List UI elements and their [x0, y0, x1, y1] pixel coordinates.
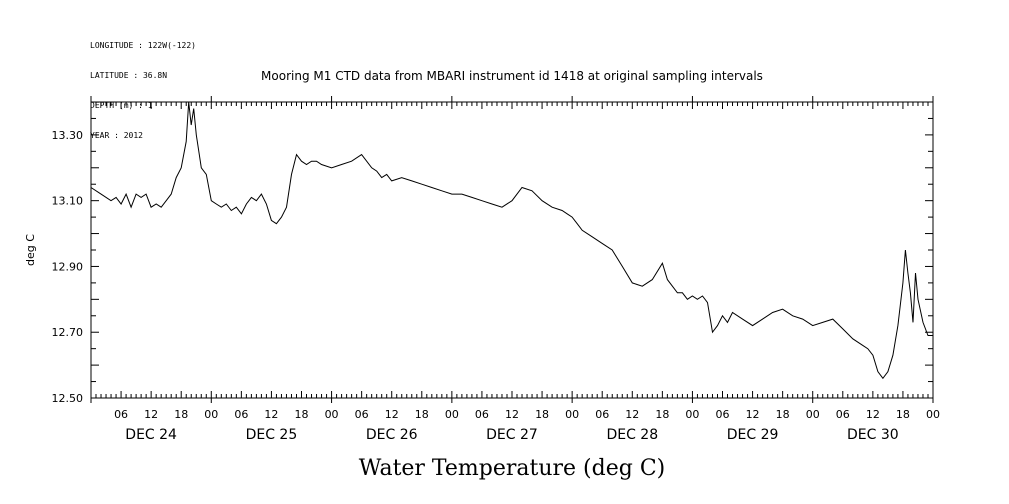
day-label: DEC 28	[606, 427, 658, 443]
x-tick-label: 18	[776, 408, 790, 421]
day-labels: DEC 24 DEC 25 DEC 26 DEC 27 DEC 28 DEC 29 DEC …	[125, 427, 898, 443]
x-tick-label: 12	[385, 408, 399, 421]
x-tick-label: 06	[234, 408, 248, 421]
longitude-label: LONGITUDE : 122W(-122)	[90, 41, 196, 50]
year-label: YEAR : 2012	[90, 131, 143, 140]
y-tick-label: 12.90	[52, 260, 84, 273]
x-tick-label: 12	[505, 408, 519, 421]
x-tick-label: 00	[685, 408, 699, 421]
y-axis: 13.30 13.10 12.90 12.70 12.50	[52, 101, 933, 405]
x-tick-label: 12	[144, 408, 158, 421]
x-tick-label: 18	[535, 408, 549, 421]
x-tick-label: 12	[625, 408, 639, 421]
x-tick-label: 18	[896, 408, 910, 421]
x-tick-label: 06	[595, 408, 609, 421]
x-tick-label: 00	[926, 408, 940, 421]
x-tick-label: 06	[114, 408, 128, 421]
x-tick-label: 18	[655, 408, 669, 421]
x-tick-label: 00	[325, 408, 339, 421]
y-tick-label: 13.10	[52, 195, 84, 208]
y-tick-label: 12.50	[52, 392, 84, 405]
x-tick-label: 06	[836, 408, 850, 421]
x-tick-label: 00	[565, 408, 579, 421]
latitude-label: LATITUDE : 36.8N	[90, 71, 168, 80]
x-tick-label: 12	[866, 408, 880, 421]
day-label: DEC 26	[366, 427, 418, 443]
y-tick-label: 12.70	[52, 326, 84, 339]
day-label: DEC 29	[727, 427, 779, 443]
x-tick-label: 00	[204, 408, 218, 421]
x-tick-label: 00	[806, 408, 820, 421]
series-line-water-temperature	[90, 101, 933, 380]
day-label: DEC 24	[125, 427, 177, 443]
day-label: DEC 25	[246, 427, 298, 443]
x-tick-label: 12	[746, 408, 760, 421]
x-tick-label: 00	[445, 408, 459, 421]
x-axis-label: Water Temperature (deg C)	[359, 456, 666, 481]
x-tick-label: 18	[415, 408, 429, 421]
chart-title: Mooring M1 CTD data from MBARI instrumen…	[261, 69, 763, 83]
x-tick-label: 18	[295, 408, 309, 421]
x-tick-label: 12	[264, 408, 278, 421]
x-tick-label: 06	[475, 408, 489, 421]
x-tick-label: 06	[355, 408, 369, 421]
day-label: DEC 30	[847, 427, 899, 443]
x-tick-label: 06	[716, 408, 730, 421]
x-tick-label: 18	[174, 408, 188, 421]
y-axis-label: deg C	[24, 234, 37, 266]
day-label: DEC 27	[486, 427, 538, 443]
plot-frame	[90, 101, 934, 399]
y-tick-label: 13.30	[52, 129, 84, 142]
x-axis: 06 12 18 00 06 12 18 00 06 12 18 00 06 12 18 00 06 12 18 00…	[90, 96, 940, 421]
